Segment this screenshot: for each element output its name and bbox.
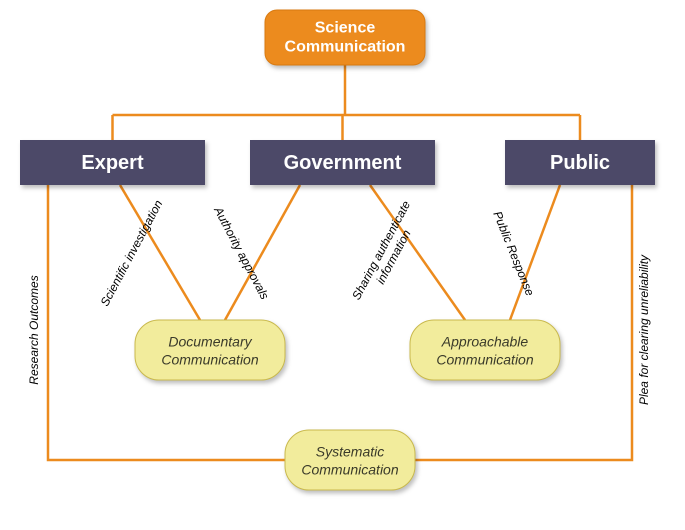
edge-label-sharing-authenticate: Sharing authenticateinformation — [349, 198, 426, 309]
edge-label-research-outcomes: Research Outcomes — [27, 275, 41, 384]
node-documentary: Documentary Communication — [135, 320, 285, 380]
label-communication: Communication — [285, 39, 406, 56]
node-expert-label: Expert — [81, 152, 144, 174]
node-public: Public — [505, 140, 655, 185]
svg-text:Plea for clearing unreliabilit: Plea for clearing unreliability — [637, 254, 651, 405]
node-approachable: Approachable Communication — [410, 320, 560, 380]
node-approachable-label2: Communication — [436, 352, 533, 368]
node-documentary-label1: Documentary — [168, 334, 252, 350]
node-government: Government — [250, 140, 435, 185]
node-approachable-label1: Approachable — [441, 334, 529, 350]
node-systematic-label2: Communication — [301, 462, 398, 478]
node-systematic: Systematic Communication — [285, 430, 415, 490]
edge-label-scientific-investigation: Scientific investigation — [98, 197, 166, 308]
svg-text:Research Outcomes: Research Outcomes — [27, 275, 41, 384]
node-systematic-label1: Systematic — [316, 444, 384, 460]
svg-text:Public Response: Public Response — [490, 209, 537, 298]
label-science: Science — [315, 20, 376, 37]
svg-text:Scientific investigation: Scientific investigation — [98, 197, 166, 308]
edge-label-public-response: Public Response — [490, 209, 537, 298]
node-government-label: Government — [284, 152, 402, 174]
node-public-label: Public — [550, 152, 610, 174]
node-science-communication: Science Communication — [265, 10, 425, 65]
node-expert: Expert — [20, 140, 205, 185]
edge-label-plea-unreliability: Plea for clearing unreliability — [637, 254, 651, 405]
node-documentary-label2: Communication — [161, 352, 258, 368]
